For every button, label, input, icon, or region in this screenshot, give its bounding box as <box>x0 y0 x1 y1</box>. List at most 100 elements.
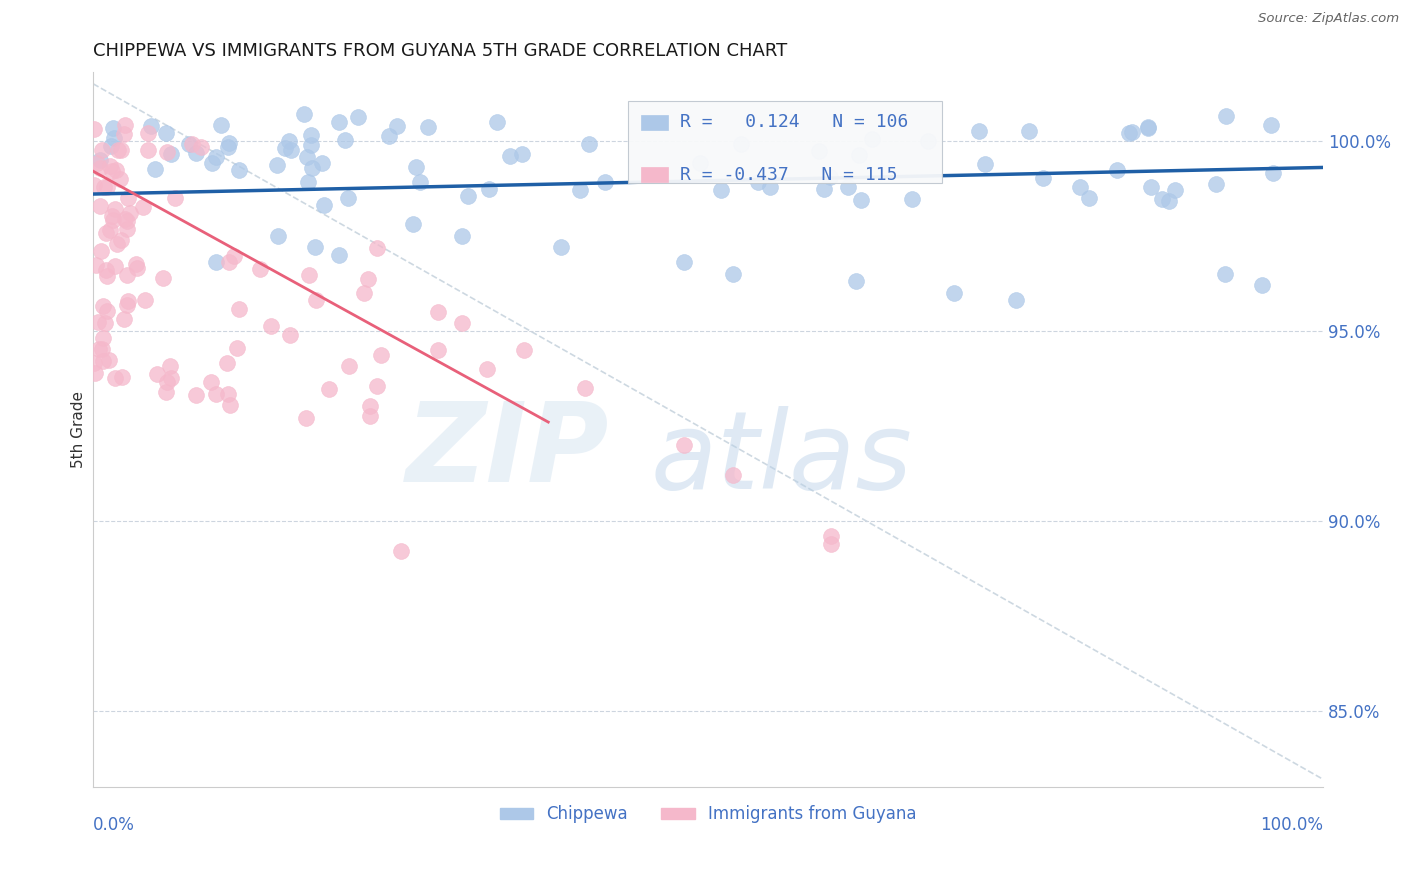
Point <box>550 240 572 254</box>
Point <box>299 128 322 142</box>
Point <box>1213 267 1236 281</box>
Point <box>426 305 449 319</box>
Point <box>578 136 600 151</box>
Point <box>1250 278 1272 293</box>
Point <box>370 348 392 362</box>
Point <box>217 356 239 370</box>
Point <box>478 182 501 196</box>
Point <box>297 175 319 189</box>
Point <box>163 191 186 205</box>
Point <box>96 304 118 318</box>
Point <box>204 150 226 164</box>
Point <box>87 342 110 356</box>
Point <box>218 136 240 150</box>
Point <box>114 118 136 132</box>
Point <box>1004 293 1026 308</box>
Point <box>974 157 997 171</box>
Point <box>418 120 440 134</box>
Point <box>226 341 249 355</box>
Point <box>160 371 183 385</box>
Point <box>209 118 232 132</box>
Point <box>574 381 596 395</box>
Point <box>405 160 427 174</box>
Point <box>84 366 107 380</box>
Point <box>117 268 139 282</box>
Point <box>115 222 138 236</box>
Point <box>86 155 108 169</box>
Point <box>808 145 831 159</box>
Point <box>689 156 711 170</box>
Point <box>328 114 350 128</box>
Point <box>569 184 592 198</box>
Point <box>451 316 474 330</box>
Point <box>260 319 283 334</box>
Point <box>103 130 125 145</box>
Point <box>730 136 752 151</box>
Point <box>298 268 321 283</box>
Point <box>117 191 139 205</box>
Point <box>218 254 240 268</box>
Point <box>205 386 228 401</box>
Point <box>820 169 842 184</box>
Point <box>89 153 111 167</box>
Point <box>328 248 350 262</box>
Point <box>96 180 118 194</box>
Point <box>115 298 138 312</box>
Point <box>1069 180 1091 194</box>
Point <box>134 293 156 308</box>
Point <box>1260 118 1282 132</box>
FancyBboxPatch shape <box>628 101 942 183</box>
Point <box>86 315 108 329</box>
Point <box>337 359 360 373</box>
Point <box>117 293 139 308</box>
Point <box>318 382 340 396</box>
Point <box>917 134 939 148</box>
Point <box>359 409 381 423</box>
Point <box>353 285 375 300</box>
Point <box>336 191 359 205</box>
Point <box>860 132 883 146</box>
Point <box>186 388 208 402</box>
Point <box>115 213 138 227</box>
Point <box>83 178 105 193</box>
Point <box>1164 183 1187 197</box>
Point <box>91 342 114 356</box>
Point <box>110 143 132 157</box>
Legend: Chippewa, Immigrants from Guyana: Chippewa, Immigrants from Guyana <box>494 798 924 830</box>
Point <box>266 158 288 172</box>
Point <box>721 267 744 281</box>
Point <box>125 256 148 270</box>
Point <box>146 368 169 382</box>
Point <box>848 148 870 162</box>
Point <box>104 202 127 216</box>
Point <box>110 233 132 247</box>
Point <box>98 223 121 237</box>
Point <box>90 244 112 259</box>
Point <box>274 141 297 155</box>
Point <box>510 146 533 161</box>
Point <box>292 107 315 121</box>
Point <box>512 343 534 357</box>
Point <box>125 260 148 275</box>
Point <box>177 137 200 152</box>
Point <box>93 180 115 194</box>
Point <box>112 312 135 326</box>
Point <box>155 375 177 389</box>
Text: CHIPPEWA VS IMMIGRANTS FROM GUYANA 5TH GRADE CORRELATION CHART: CHIPPEWA VS IMMIGRANTS FROM GUYANA 5TH G… <box>93 42 787 60</box>
Point <box>845 275 868 289</box>
Point <box>1140 179 1163 194</box>
Point <box>139 120 162 134</box>
Point <box>1150 192 1173 206</box>
Point <box>1137 120 1160 135</box>
Point <box>266 228 288 243</box>
Point <box>1105 163 1128 178</box>
Point <box>1018 124 1040 138</box>
Point <box>132 200 155 214</box>
Point <box>100 209 122 223</box>
Point <box>104 371 127 385</box>
Point <box>138 127 160 141</box>
Point <box>84 258 107 272</box>
Point <box>672 255 695 269</box>
Point <box>280 143 302 157</box>
Point <box>98 159 121 173</box>
